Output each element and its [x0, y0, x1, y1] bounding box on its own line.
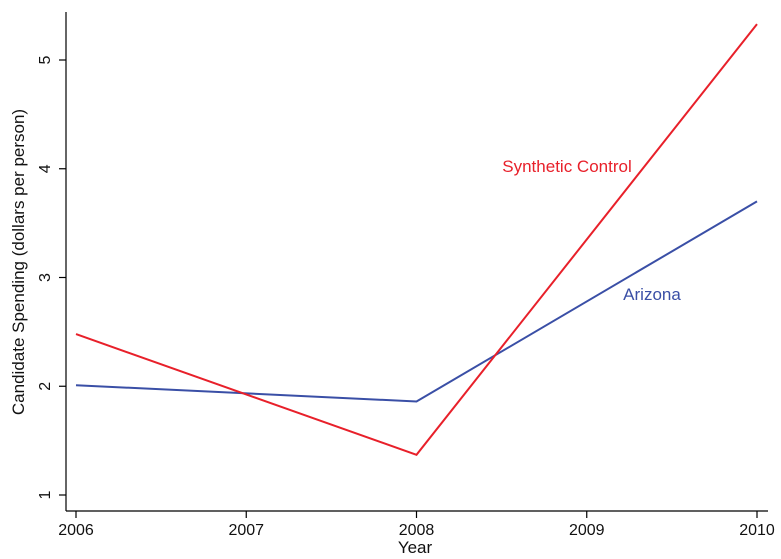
y-tick-label: 5: [37, 55, 54, 64]
series-lines: [75, 23, 758, 456]
x-tick-label: 2009: [569, 522, 605, 539]
y-axis-title: Candidate Spending (dollars per person): [9, 109, 28, 415]
series-line-synthetic-control: [75, 23, 758, 456]
x-tick-label: 2010: [739, 522, 775, 539]
series-label-synthetic-control: Synthetic Control: [502, 157, 631, 176]
x-tick-label: 2008: [399, 522, 435, 539]
series-line-arizona: [75, 200, 758, 403]
series-label-arizona: Arizona: [623, 285, 681, 304]
y-tick-label: 1: [37, 490, 54, 499]
y-tick-label: 2: [37, 382, 54, 391]
y-tick-label: 3: [37, 273, 54, 282]
y-ticks: 1 2 3 4 5: [37, 55, 66, 499]
x-tick-label: 2006: [58, 522, 94, 539]
y-tick-label: 4: [37, 164, 54, 173]
x-tick-label: 2007: [228, 522, 264, 539]
x-ticks: 2006 2007 2008 2009 2010: [58, 511, 775, 539]
x-axis-title: Year: [398, 538, 433, 557]
